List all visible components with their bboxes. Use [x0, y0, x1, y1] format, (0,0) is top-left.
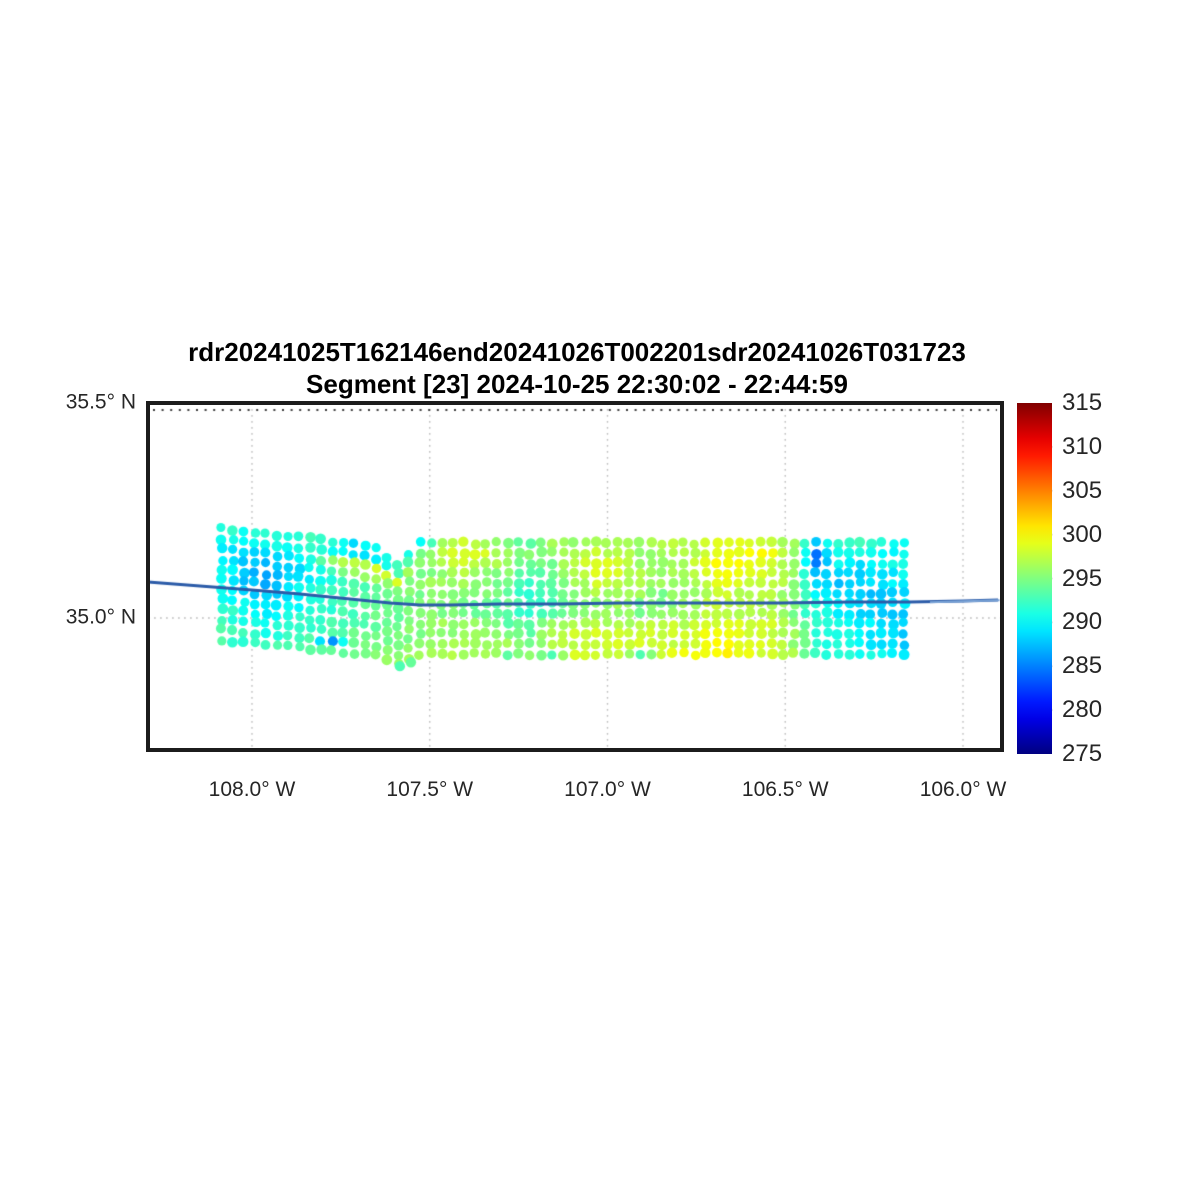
colorbar-tick-label: 315	[1062, 389, 1103, 416]
colorbar-tick-label: 290	[1062, 608, 1103, 636]
colorbar-tick-label: 305	[1062, 476, 1103, 504]
x-tick-label: 107.0° W	[564, 778, 651, 801]
colorbar-tick-label: 280	[1062, 696, 1103, 724]
y-tick-label: 35.0° N	[65, 605, 136, 629]
title-block: rdr20241025T162146end20241026T002201sdr2…	[148, 336, 1006, 400]
colorbar-tick-label: 310	[1062, 432, 1103, 460]
map-frame	[146, 401, 1004, 752]
colorbar-tick-label: 285	[1062, 652, 1103, 680]
figure-title: rdr20241025T162146end20241026T002201sdr2…	[188, 337, 966, 367]
x-tick-label: 106.5° W	[741, 778, 829, 801]
y-tick-label: 35.5° N	[65, 390, 136, 414]
colorbar-tick-label: 295	[1062, 564, 1103, 592]
colorbar-tick-label: 300	[1062, 520, 1103, 548]
colorbar-gradient	[1017, 403, 1052, 754]
figure-subtitle: Segment [23] 2024-10-25 22:30:02 - 22:44…	[306, 369, 848, 399]
colorbar-tick-label: 275	[1062, 740, 1103, 767]
x-tick-label: 108.0° W	[208, 778, 296, 801]
x-tick-label: 106.0° W	[919, 778, 1007, 801]
x-tick-label: 107.5° W	[386, 778, 474, 801]
